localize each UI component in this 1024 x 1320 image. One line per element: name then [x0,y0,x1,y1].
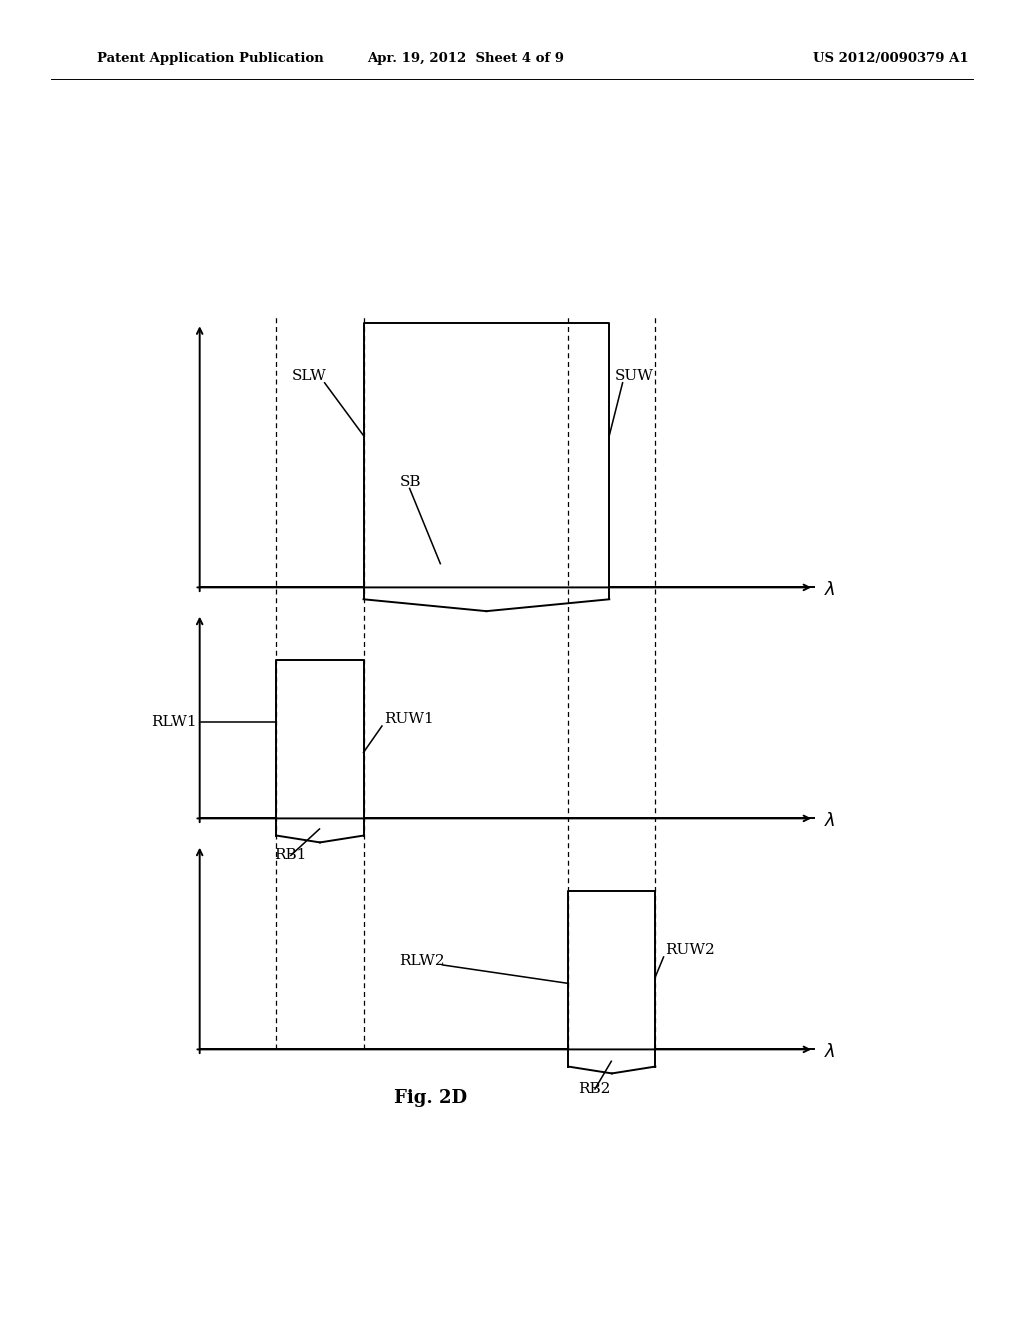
Text: $\lambda$: $\lambda$ [824,581,836,599]
Text: $\lambda$: $\lambda$ [824,812,836,830]
Text: RUW2: RUW2 [666,944,716,957]
Text: SLW: SLW [292,370,327,383]
Text: RLW1: RLW1 [152,715,198,729]
Text: Patent Application Publication: Patent Application Publication [97,51,324,65]
Text: US 2012/0090379 A1: US 2012/0090379 A1 [813,51,969,65]
Text: RB1: RB1 [274,849,307,862]
Text: SUW: SUW [614,370,653,383]
Text: RLW2: RLW2 [399,954,445,968]
Text: RB2: RB2 [579,1082,611,1096]
Text: SB: SB [399,475,421,488]
Text: $\lambda$: $\lambda$ [824,1043,836,1061]
Text: RUW1: RUW1 [384,713,434,726]
Text: Fig. 2D: Fig. 2D [393,1089,467,1107]
Text: Apr. 19, 2012  Sheet 4 of 9: Apr. 19, 2012 Sheet 4 of 9 [368,51,564,65]
